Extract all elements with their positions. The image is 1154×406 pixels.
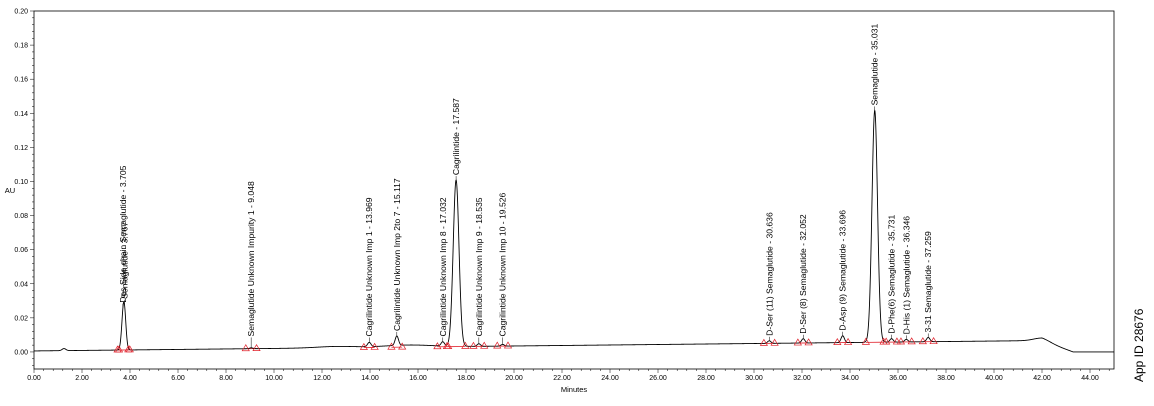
integration-marker xyxy=(461,341,470,349)
integration-marker xyxy=(929,336,938,345)
integration-marker xyxy=(861,337,871,345)
x-tick-label: 22.00 xyxy=(553,375,571,382)
x-tick-label: 26.00 xyxy=(649,375,667,382)
integration-marker xyxy=(896,337,906,345)
integration-marker xyxy=(125,345,134,353)
integration-baseline xyxy=(117,341,934,351)
integration-marker xyxy=(804,338,813,346)
y-tick-label: 0.18 xyxy=(14,43,28,50)
peak-label: Cagrilintide Unknown Imp 2to 7 - 15.117 xyxy=(392,178,402,331)
integration-marker xyxy=(843,337,853,345)
integration-marker xyxy=(770,338,779,346)
integration-marker xyxy=(442,341,451,350)
peak-label: D-Asp (9) Semaglutide - 33.696 xyxy=(838,210,848,331)
y-tick-label: 0.04 xyxy=(14,281,28,288)
peak-label: Cagrilintide Unknown Imp 1 - 13.969 xyxy=(364,197,374,336)
peak-label: D-Phe(6) Semaglutide - 35.731 xyxy=(887,215,897,334)
y-tick-label: 0.14 xyxy=(14,111,28,118)
x-tick-label: 8.00 xyxy=(219,375,233,382)
integration-marker xyxy=(433,342,442,350)
integration-marker xyxy=(793,338,802,346)
x-tick-label: 4.00 xyxy=(123,375,137,382)
x-tick-label: 42.00 xyxy=(1033,375,1051,382)
y-tick-label: 0.00 xyxy=(14,349,28,356)
integration-marker xyxy=(359,342,368,350)
peak-label: Semaglutide Unknown Impurity 1 - 9.048 xyxy=(246,181,256,336)
peak-label: Des Side chain Semaglutide - 3.705 xyxy=(118,165,128,302)
y-tick-label: 0.12 xyxy=(14,145,28,152)
x-tick-label: 14.00 xyxy=(361,375,379,382)
y-tick-label: 0.16 xyxy=(14,77,28,84)
chromatogram-trace xyxy=(34,108,1114,353)
peak-label: Cagrilintide - 17.587 xyxy=(451,98,461,175)
x-tick-label: 12.00 xyxy=(313,375,331,382)
x-tick-label: 32.00 xyxy=(793,375,811,382)
integration-marker xyxy=(114,345,124,353)
y-tick-label: 0.20 xyxy=(14,9,28,16)
integration-marker xyxy=(480,341,489,349)
x-tick-label: 6.00 xyxy=(171,375,185,382)
x-tick-label: 24.00 xyxy=(601,375,619,382)
x-tick-label: 44.00 xyxy=(1081,375,1099,382)
integration-marker xyxy=(469,341,478,349)
x-tick-label: 30.00 xyxy=(745,375,763,382)
integration-marker xyxy=(398,342,407,350)
x-tick-label: 2.00 xyxy=(75,375,89,382)
peak-label: Semaglutide - 35.031 xyxy=(870,24,880,106)
peak-label: D-His (1) Semaglutide - 36.346 xyxy=(901,216,911,335)
app-id-label: App ID 28676 xyxy=(1132,308,1146,382)
integration-marker xyxy=(387,342,396,350)
x-tick-label: 28.00 xyxy=(697,375,715,382)
integration-marker xyxy=(370,342,379,350)
x-tick-label: 20.00 xyxy=(505,375,523,382)
y-tick-label: 0.06 xyxy=(14,247,28,254)
integration-marker xyxy=(882,337,891,345)
integration-marker xyxy=(493,341,502,349)
peak-label: D-Ser (11) Semaglutide - 30.636 xyxy=(764,212,774,336)
x-tick-label: 34.00 xyxy=(841,375,859,382)
x-tick-label: 16.00 xyxy=(409,375,427,382)
x-tick-label: 40.00 xyxy=(985,375,1003,382)
plot-frame xyxy=(33,10,1115,370)
integration-marker xyxy=(759,338,768,346)
integration-marker xyxy=(918,337,927,345)
x-axis-title: Minutes xyxy=(561,385,588,394)
integration-marker xyxy=(892,337,902,345)
peak-label: Cagrilintide Unknown Imp 10 - 19.526 xyxy=(498,192,508,336)
x-tick-label: 18.00 xyxy=(457,375,475,382)
y-tick-label: 0.10 xyxy=(14,179,28,186)
integration-marker xyxy=(503,341,513,349)
x-tick-label: 0.00 xyxy=(27,375,41,382)
integration-marker xyxy=(907,337,916,345)
peak-label: D-Ser (8) Semaglutide - 32.052 xyxy=(798,214,808,334)
peak-label: 3-31 Semaglutide - 37.259 xyxy=(923,231,933,333)
peak-label: Semaglutide - 3.767 xyxy=(119,222,129,299)
y-axis-title: AU xyxy=(5,186,15,195)
x-tick-label: 38.00 xyxy=(937,375,955,382)
x-tick-label: 36.00 xyxy=(889,375,907,382)
integration-marker xyxy=(833,337,842,346)
x-tick-label: 10.00 xyxy=(265,375,283,382)
peak-label: Cagrilintide Unknown Imp 9 - 18.535 xyxy=(474,197,484,336)
peak-label: Cagrilintide Unknown Imp 8 - 17.032 xyxy=(438,197,448,336)
y-tick-label: 0.08 xyxy=(14,213,28,220)
integration-marker xyxy=(252,343,261,351)
integration-marker xyxy=(241,344,250,352)
y-tick-label: 0.02 xyxy=(14,315,28,322)
